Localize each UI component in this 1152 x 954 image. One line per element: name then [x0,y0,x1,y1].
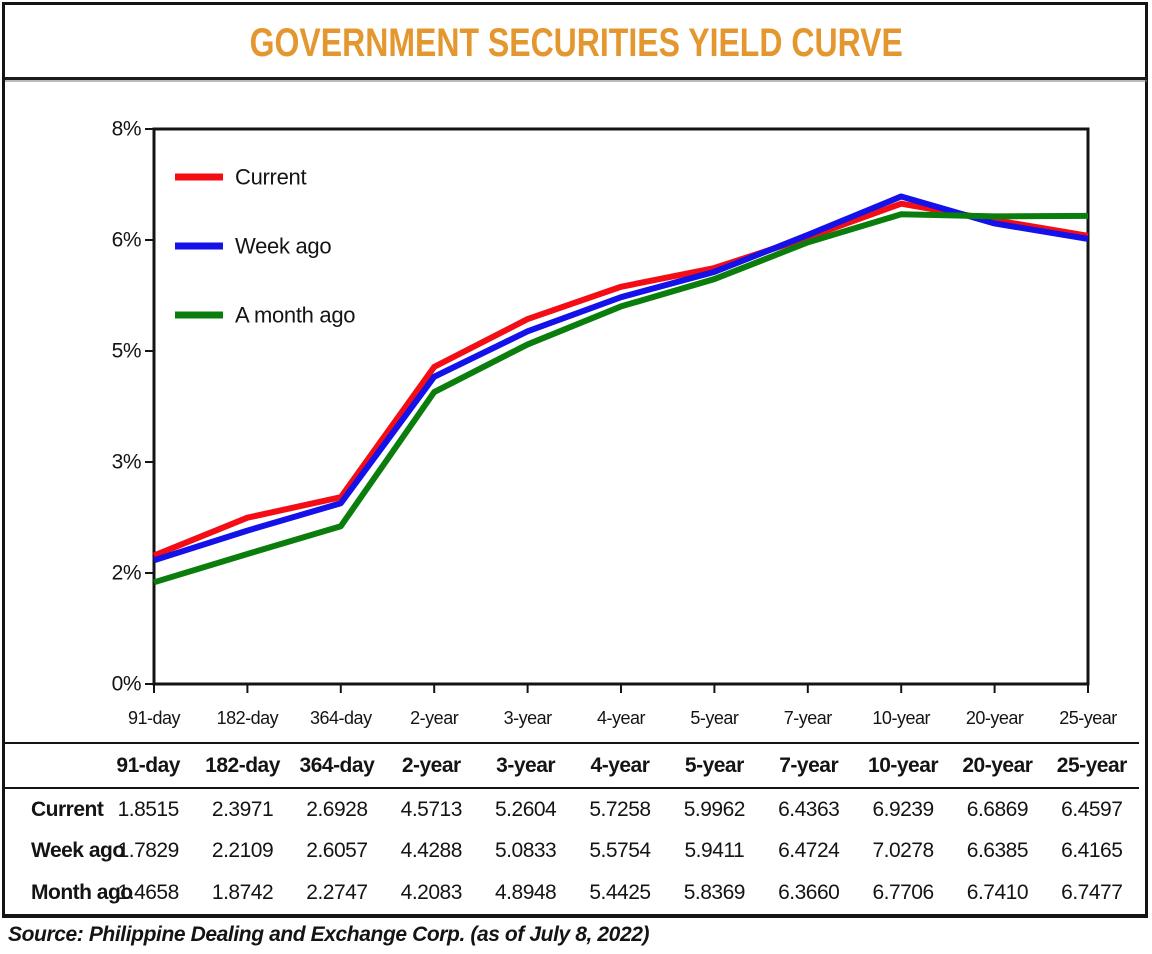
page-title: GOVERNMENT SECURITIES YIELD CURVE [249,20,903,65]
table-header-cell: 182-day [205,753,280,777]
y-axis-tick-label: 2% [112,562,141,585]
yield-table-header: 91-day 182-day 364-day 2-year 3-year 4-year 5-… [5,743,1139,788]
source-attribution: Source: Philippine Dealing and Exchange … [8,923,650,946]
value-cell: 5.0833 [495,839,557,862]
value-cell: 5.9411 [684,839,745,862]
table-header-cell: 20-year [962,753,1033,777]
series-line-a-month-ago [153,211,1089,586]
title-bar: GOVERNMENT SECURITIES YIELD CURVE [5,14,1147,72]
value-cell: 5.4425 [589,881,651,904]
y-axis-tick-label: 6% [112,229,141,252]
value-cell: 6.7706 [872,881,934,904]
value-cell: 5.2604 [495,797,557,821]
table-row: Week ago 1.7829 2.2109 2.6057 4.4288 5.0833 5.… [5,830,1139,872]
table-header-cell: 2-year [401,753,461,777]
value-cell: 4.5713 [400,797,463,821]
row-label-cell: Current [31,797,104,821]
table-header-cell: 5-year [684,753,744,777]
value-cell: 1.8515 [117,797,180,821]
value-cell: 1.8742 [211,881,274,904]
value-cell: 2.2747 [306,881,368,904]
y-axis-tick-label: 8% [112,118,141,141]
series-line-current [152,200,1089,559]
legend-label-2: Week ago [235,234,331,259]
title-divider [5,77,1147,80]
x-axis-category-label: 4-year [597,708,646,728]
table-header-cell: 4-year [590,753,650,777]
y-axis-tick-label: 0% [112,673,141,696]
value-cell: 7.0278 [872,839,934,862]
row-label-cell: Week ago [31,839,125,862]
x-axis-category-label: 182-day [217,708,279,728]
x-axis-category-label: 20-year [966,708,1024,728]
x-axis-category-label: 5-year [690,708,739,728]
yield-table-body: Current 1.8515 2.3971 2.6928 4.5713 5.2604 5.7… [5,788,1139,914]
x-axis-category-label: 91-day [128,708,181,728]
value-cell: 6.4165 [1061,839,1123,862]
x-axis-category-label: 25-year [1059,708,1117,728]
table-header-cell: 91-day [116,753,180,777]
value-cell: 4.8948 [495,881,557,904]
table-corner-cell [5,743,101,788]
series-line-week-ago [153,193,1089,564]
y-axis-tick-label: 3% [112,451,141,474]
legend-label-3: A month ago [235,303,355,328]
x-axis-category-label: 7-year [784,708,833,728]
value-cell: 1.4658 [117,881,180,904]
table-header-cell: 10-year [868,753,939,777]
value-cell: 6.7410 [966,881,1029,904]
value-cell: 5.8369 [683,881,746,904]
x-axis-category-label: 3-year [504,708,553,728]
table-header-cell: 3-year [496,753,556,777]
x-axis-category-label: 10-year [872,708,930,728]
value-cell: 6.7477 [1061,881,1123,904]
value-cell: 2.3971 [211,797,274,821]
value-cell: 5.9962 [683,797,746,821]
value-cell: 4.2083 [400,881,463,904]
table-header-cell: 25-year [1056,753,1128,777]
value-cell: 6.6869 [966,797,1029,821]
x-axis-category-label: 2-year [410,708,459,728]
table-header-cell: 364-day [299,753,375,777]
y-axis-tick-label: 5% [112,340,141,363]
value-cell: 2.2109 [211,839,274,862]
value-cell: 2.6928 [306,797,368,821]
legend-label-1: Current [235,165,306,190]
value-cell: 5.7258 [589,797,651,821]
value-cell: 2.6057 [306,839,368,862]
value-cell: 6.4363 [778,797,840,821]
value-cell: 6.4724 [778,839,840,862]
value-cell: 4.4288 [400,839,463,862]
chart-frame [2,2,1148,918]
value-cell: 1.7829 [117,839,180,862]
table-row: Month ago 1.4658 1.8742 2.2747 4.2083 4.8948 5… [5,872,1139,914]
value-cell: 6.3660 [778,881,840,904]
row-label-cell: Month ago [31,881,133,904]
table-row: Current 1.8515 2.3971 2.6928 4.5713 5.2604 5.7… [5,788,1139,830]
yield-curve-chart: 8% 6% 5% 3% 2% 0% 91-day 182-day 364-day 2-year 3-… [112,118,1118,729]
value-cell: 6.6385 [966,839,1029,862]
value-cell: 6.9239 [872,797,934,821]
table-header-cell: 7-year [779,753,839,777]
yield-table: 91-day 182-day 364-day 2-year 3-year 4-year 5-… [5,742,1139,914]
value-cell: 6.4597 [1061,797,1123,821]
yield-table-region: 91-day 182-day 364-day 2-year 3-year 4-year 5-… [5,742,1147,914]
x-axis-category-label: 364-day [310,708,372,728]
value-cell: 5.5754 [589,839,651,862]
